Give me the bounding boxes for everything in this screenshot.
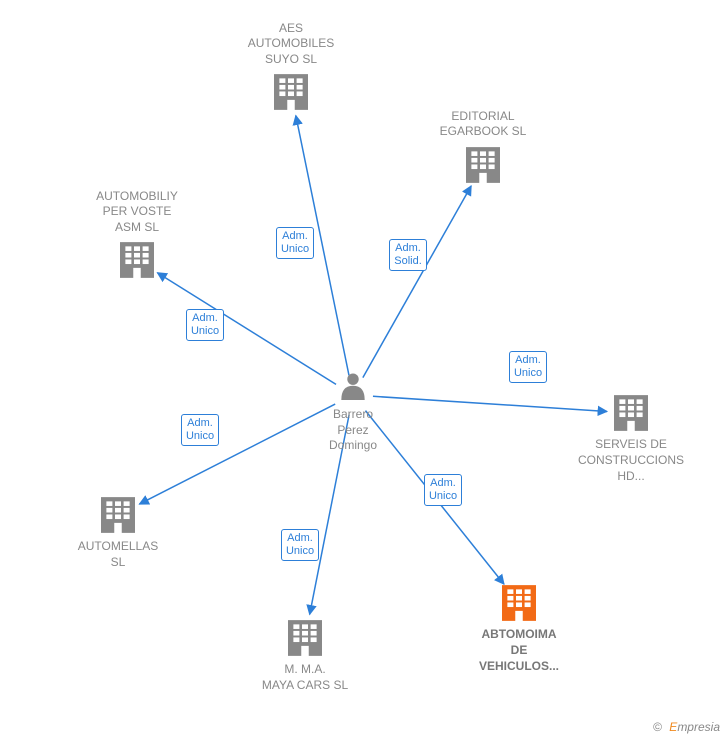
edge-label: Adm.Unico xyxy=(276,227,314,259)
network-diagram xyxy=(0,0,728,740)
edge-label: Adm.Unico xyxy=(509,351,547,383)
building-icon xyxy=(614,395,648,431)
node-label: BarreroPerezDomingo xyxy=(273,407,433,454)
copyright-brand-rest: mpresia xyxy=(677,720,720,734)
node-label: AUTOMELLASSL xyxy=(38,539,198,570)
edge-label: Adm.Unico xyxy=(281,529,319,561)
node-label: AUTOMOBILIYPER VOSTEASM SL xyxy=(57,189,217,236)
building-icon xyxy=(101,497,135,533)
node-label: M. M.A.MAYA CARS SL xyxy=(225,662,385,693)
edge-line xyxy=(363,186,471,378)
copyright: © Empresia xyxy=(653,720,720,734)
person-icon xyxy=(341,373,364,400)
node-label: AESAUTOMOBILESSUYO SL xyxy=(211,21,371,68)
building-icon xyxy=(466,147,500,183)
edge-label: Adm.Unico xyxy=(186,309,224,341)
building-icon xyxy=(502,585,536,621)
edge-label: Adm.Unico xyxy=(424,474,462,506)
node-label: EDITORIALEGARBOOK SL xyxy=(403,109,563,140)
edge-line xyxy=(157,273,336,385)
node-label: SERVEIS DECONSTRUCCIONSHD... xyxy=(551,437,711,484)
building-icon xyxy=(288,620,322,656)
copyright-symbol: © xyxy=(653,720,662,734)
node-label: ABTOMOIMADEVEHICULOS... xyxy=(439,627,599,674)
building-icon xyxy=(274,74,308,110)
edge-label: Adm.Unico xyxy=(181,414,219,446)
building-icon xyxy=(120,242,154,278)
edge-label: Adm.Solid. xyxy=(389,239,427,271)
